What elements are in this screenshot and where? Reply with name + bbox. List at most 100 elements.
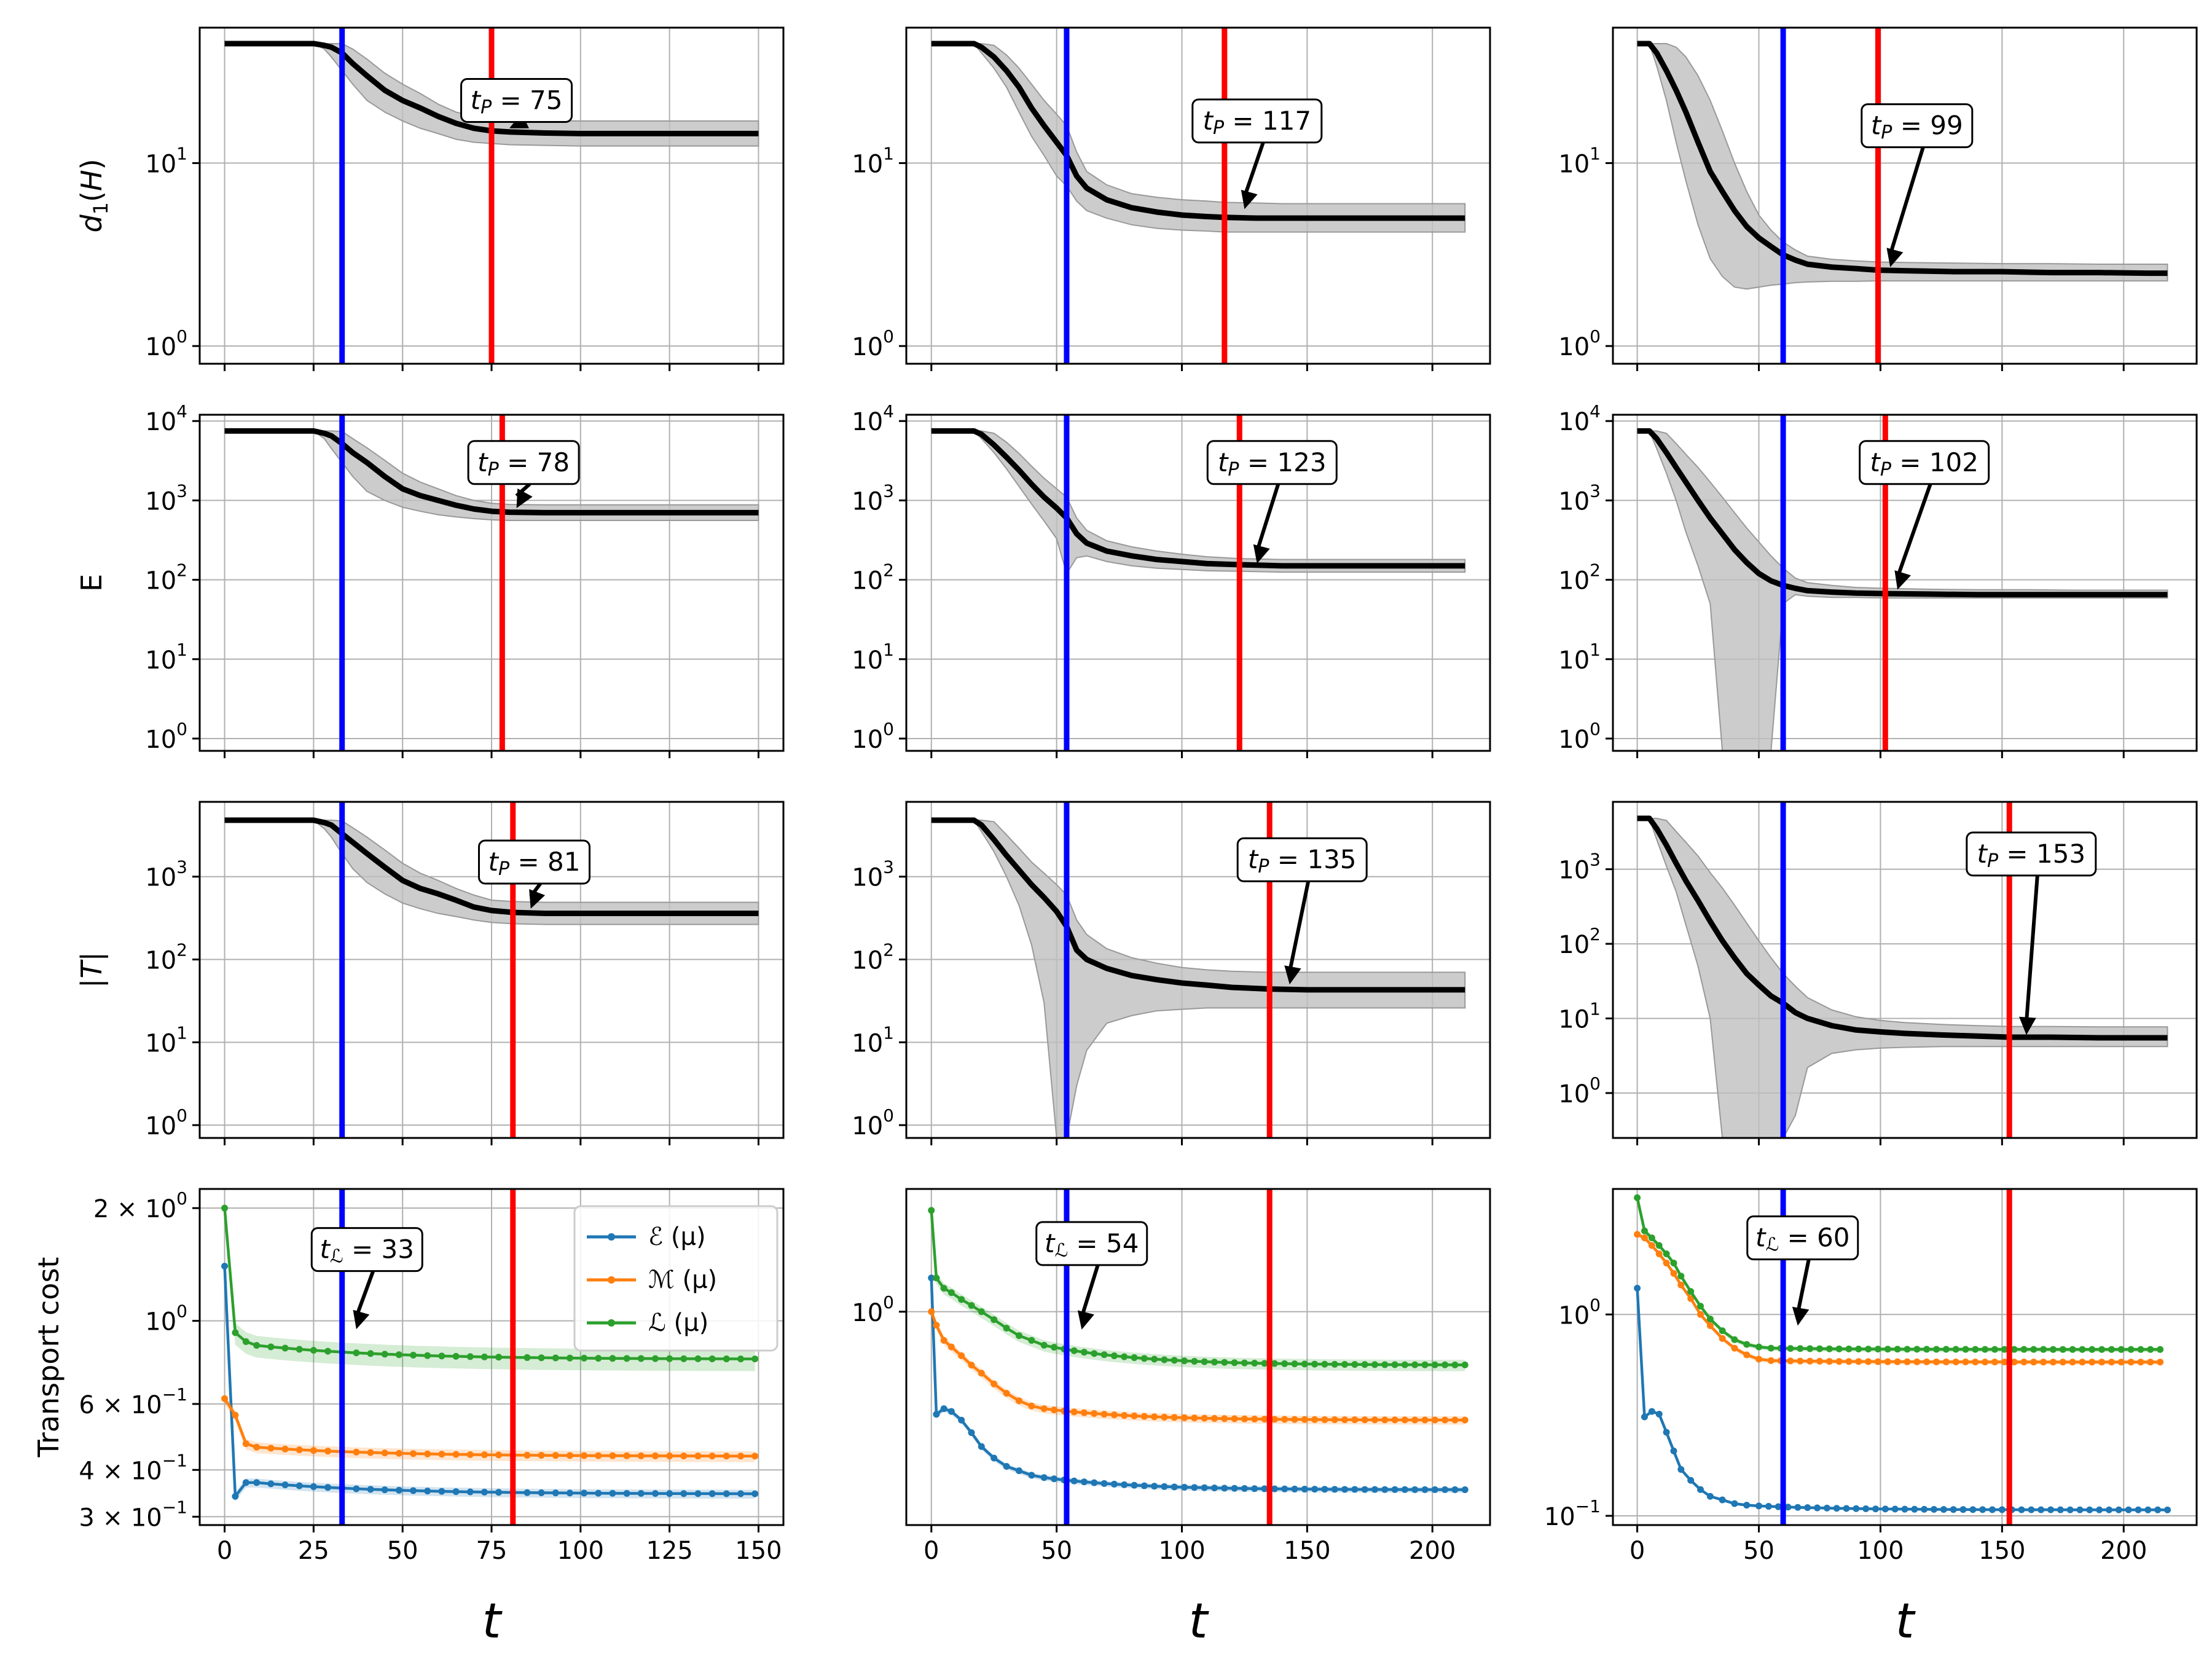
series-point	[1191, 1414, 1198, 1422]
series-point	[623, 1452, 630, 1459]
x-tick-label: 75	[476, 1537, 508, 1565]
series-point	[2098, 1346, 2106, 1353]
annotation-arrow-head	[1284, 965, 1301, 985]
y-tick-label: 104	[852, 401, 894, 436]
x-tick-label: 0	[924, 1537, 939, 1565]
series-point	[480, 1353, 488, 1360]
annotation-text: tP = 78	[477, 447, 570, 480]
plot-area	[931, 41, 1466, 233]
series-point	[1862, 1505, 1870, 1512]
y-tick-label: 102	[145, 940, 187, 975]
series-point	[723, 1355, 730, 1363]
x-tick-label: 25	[298, 1537, 329, 1565]
x-tick-label: 200	[1409, 1537, 1456, 1565]
series-point	[1677, 1281, 1685, 1288]
series-point	[1826, 1358, 1833, 1365]
y-tick-label: 101	[145, 143, 187, 178]
series-point	[1015, 1467, 1022, 1475]
x-axis-label: t	[1189, 1594, 1209, 1649]
series-point	[1351, 1361, 1359, 1368]
series-point	[1719, 1327, 1726, 1335]
series-point	[1191, 1484, 1198, 1491]
annotation-text: tP = 123	[1218, 447, 1327, 480]
series-point	[2057, 1506, 2064, 1513]
mean-line	[1637, 815, 2168, 1041]
series-point	[737, 1490, 744, 1497]
series-point	[1835, 1345, 1843, 1352]
series-point	[990, 1454, 998, 1462]
annotation-arrow-shaft	[1080, 1264, 1100, 1318]
annotation-arrow-head	[529, 889, 546, 909]
series-point	[680, 1355, 688, 1362]
series-point	[2137, 1359, 2144, 1366]
series-point	[1341, 1361, 1349, 1368]
series-point	[466, 1451, 474, 1458]
series-point	[1181, 1414, 1188, 1421]
x-tick-label: 100	[1857, 1537, 1904, 1565]
series-point	[2010, 1346, 2018, 1353]
y-tick-label: 100	[1558, 719, 1601, 754]
series-point	[1743, 1351, 1751, 1359]
series-point	[1211, 1359, 1218, 1366]
series-point	[1171, 1357, 1178, 1364]
series-point	[1151, 1413, 1158, 1421]
series-point	[1670, 1260, 1677, 1267]
series-point	[2066, 1506, 2074, 1513]
series-point	[480, 1451, 488, 1459]
series-point	[1969, 1506, 1977, 1513]
y-tick-label: 101	[852, 143, 894, 178]
series-point	[221, 1263, 229, 1270]
series-point	[1743, 1341, 1751, 1348]
x-tick-label: 0	[1630, 1537, 1645, 1565]
series-point	[1311, 1416, 1319, 1423]
y-tick-label: 102	[852, 560, 894, 595]
series-point	[1015, 1397, 1022, 1405]
series-point	[2127, 1359, 2135, 1366]
series-point	[1391, 1361, 1398, 1368]
series-point	[1251, 1360, 1258, 1367]
series-point	[1028, 1402, 1035, 1410]
series-line	[1636, 1288, 2168, 1512]
series-point	[1872, 1505, 1879, 1513]
series-point	[1697, 1303, 1704, 1310]
legend: ℰ (μ) ℳ (μ) ℒ (μ)	[573, 1205, 779, 1352]
annotation-box	[1861, 103, 1974, 149]
series-point	[708, 1453, 716, 1460]
series-point	[2030, 1346, 2037, 1353]
series-point	[751, 1490, 759, 1497]
series-line	[930, 1277, 1465, 1491]
plot-area	[931, 428, 1466, 575]
series-point	[480, 1488, 488, 1496]
axes-frame	[905, 26, 1491, 365]
y-tick-label: 100	[1558, 326, 1601, 361]
series-point	[1843, 1505, 1850, 1512]
series-point	[1940, 1506, 1947, 1513]
mean-line	[1637, 428, 2168, 598]
series-point	[324, 1347, 332, 1355]
series-point	[1121, 1412, 1128, 1419]
axes-frame	[905, 414, 1491, 752]
series-point	[524, 1451, 531, 1459]
series-point	[1070, 1477, 1078, 1484]
annotation-box	[1746, 1215, 1859, 1261]
series-point	[1221, 1484, 1228, 1492]
legend-swatch-marker	[608, 1233, 615, 1241]
annotation-text: tℒ = 33	[320, 1234, 414, 1267]
series-point	[651, 1490, 659, 1497]
series-point	[1110, 1411, 1118, 1419]
y-tick-label: 4 × 10−1	[79, 1450, 187, 1485]
annotation-box	[1191, 98, 1323, 144]
annotation-arrow-head	[1253, 544, 1270, 564]
series-point	[940, 1405, 947, 1413]
x-tick-label: 200	[2100, 1537, 2147, 1565]
panel-r0c0: 100 101 d1(H) tP = 75	[75, 26, 785, 371]
panel-r3c2: 0 50 100 150 200 100 10−1 t tℒ = 60	[1544, 1188, 2198, 1649]
panel-r0c1: 100 101 tP = 117	[852, 26, 1491, 371]
series-point	[410, 1351, 417, 1359]
series-point	[990, 1316, 998, 1324]
series-point	[1131, 1412, 1138, 1419]
series-point	[2001, 1359, 2008, 1366]
series-point	[2154, 1506, 2162, 1513]
series-point	[253, 1342, 261, 1349]
series-point	[1181, 1357, 1188, 1365]
